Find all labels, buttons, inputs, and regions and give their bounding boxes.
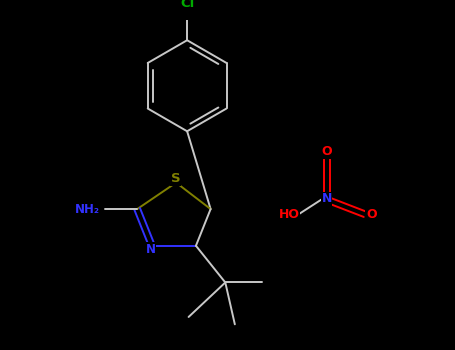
Text: Cl: Cl (180, 0, 194, 10)
Text: S: S (171, 173, 180, 186)
Text: O: O (366, 208, 377, 221)
Text: HO: HO (278, 208, 300, 221)
Text: N: N (321, 192, 332, 205)
Text: NH₂: NH₂ (75, 203, 100, 216)
Text: N: N (146, 243, 156, 256)
Text: O: O (321, 145, 332, 158)
